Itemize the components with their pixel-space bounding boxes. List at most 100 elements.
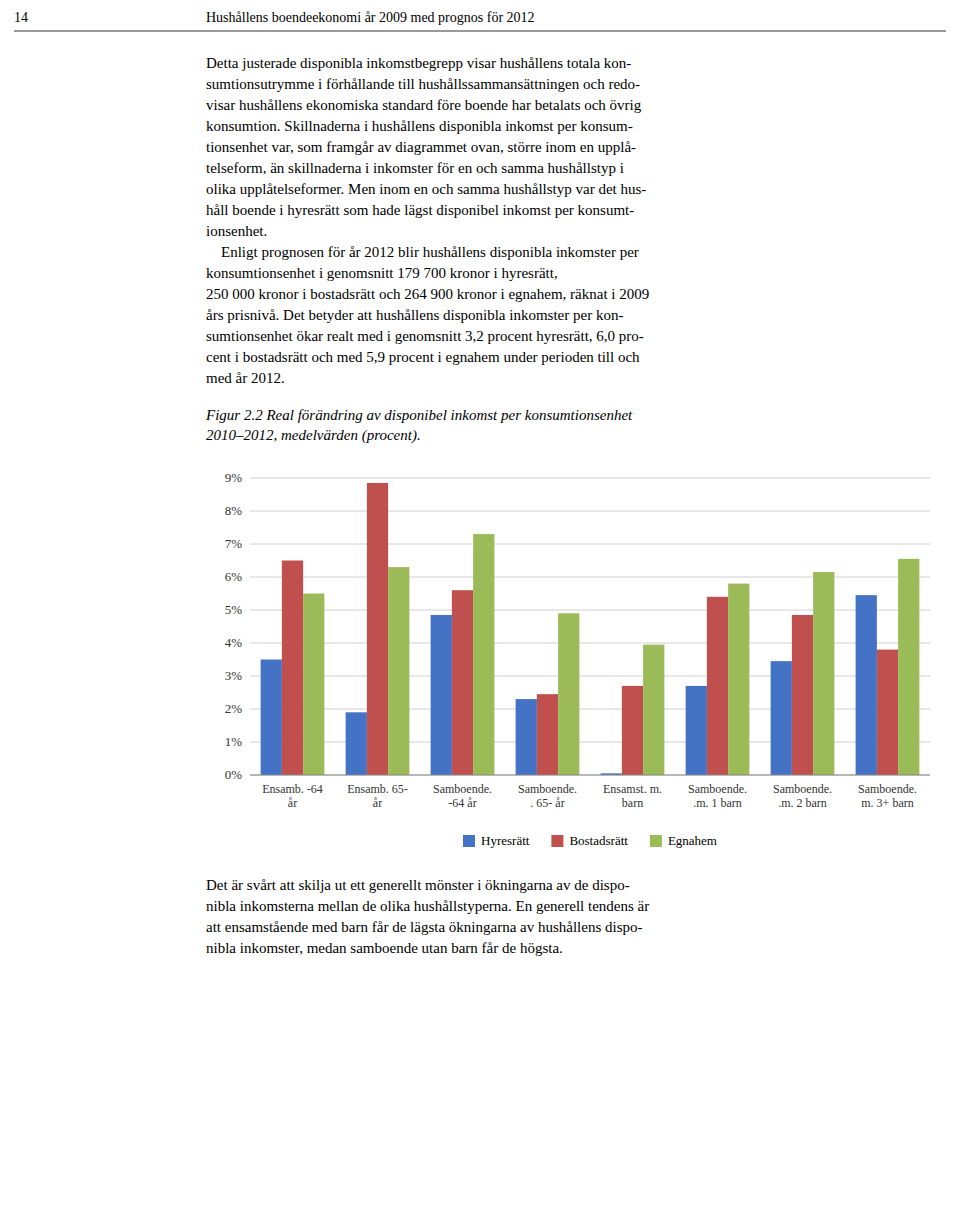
y-tick-label: 3% <box>225 668 243 683</box>
bar <box>452 590 473 775</box>
text-line: Samboende. <box>688 782 747 796</box>
bar <box>346 712 367 775</box>
text-line: års prisnivå. Det betyder att hushållens… <box>206 307 623 323</box>
x-tick-label: Ensamb. 65-år <box>347 782 408 810</box>
legend-item: Egnahem <box>650 833 717 848</box>
y-tick-label: 8% <box>225 503 243 518</box>
text-line: att ensamstående med barn får de lägsta … <box>206 919 643 935</box>
grid-line <box>250 544 930 545</box>
text-line: Samboende. <box>518 782 577 796</box>
bar <box>813 572 834 775</box>
text-line: ionsenhet. <box>206 223 267 239</box>
text-line: sumtionsenhet ökar realt med i genomsnit… <box>206 328 644 344</box>
legend-item: Bostadsrätt <box>551 833 628 848</box>
text-line: Samboende. <box>858 782 917 796</box>
body-text: Detta justerade disponibla inkomstbegrep… <box>206 55 649 386</box>
y-tick-label: 9% <box>225 470 243 485</box>
text-line: håll boende i hyresrätt som hade lägst d… <box>206 202 634 218</box>
bar <box>643 645 664 775</box>
header: Hushållens boendeekonomi år 2009 med pro… <box>206 10 535 25</box>
legend-swatch <box>463 835 475 847</box>
grid-line <box>250 478 930 479</box>
text-line: -64 år <box>448 796 476 810</box>
text-line: .m. 1 barn <box>693 796 742 810</box>
legend-swatch <box>650 835 662 847</box>
bar <box>898 559 919 775</box>
header-rule <box>14 31 946 32</box>
chart: 0%1%2%3%4%5%6%7%8%9%Ensamb. -64årEnsamb.… <box>225 470 930 848</box>
text-line: Detta justerade disponibla inkomstbegrep… <box>206 55 631 71</box>
y-tick-label: 5% <box>225 602 243 617</box>
text-line: Ensamb. -64 <box>262 782 323 796</box>
text-line: konsumtion. Skillnaderna i hushållens di… <box>206 118 633 134</box>
text-line: konsumtionsenhet i genomsnitt 179 700 kr… <box>206 265 558 281</box>
bar <box>856 595 877 775</box>
text-line: Figur 2.2 Real förändring av disponibel … <box>205 407 633 423</box>
bar <box>388 567 409 775</box>
y-tick-label: 2% <box>225 701 243 716</box>
bar <box>367 483 388 775</box>
grid-line <box>250 775 930 776</box>
text-line: barn <box>622 796 643 810</box>
text-line: telseform, än skillnaderna i inkomster f… <box>206 160 624 176</box>
bar <box>261 660 282 776</box>
text-line: Samboende. <box>433 782 492 796</box>
grid <box>250 478 930 775</box>
text-line: . 65- år <box>530 796 564 810</box>
x-tick-label: Samboende..m. 2 barn <box>773 782 832 810</box>
x-tick-label: Samboende..m. 1 barn <box>688 782 747 810</box>
bar <box>707 597 728 775</box>
legend-label: Hyresrätt <box>481 833 530 848</box>
text-line: .m. 2 barn <box>778 796 827 810</box>
bars <box>261 483 920 775</box>
text-line: Enligt prognosen för år 2012 blir hushål… <box>206 244 639 260</box>
x-tick-label: Samboende.m. 3+ barn <box>858 782 917 810</box>
text-line: tionsenhet var, som framgår av diagramme… <box>206 139 636 155</box>
y-tick-label: 7% <box>225 536 243 551</box>
y-tick-label: 4% <box>225 635 243 650</box>
bar <box>282 561 303 776</box>
text-line: visar hushållens ekonomiska standard för… <box>206 97 642 113</box>
text-line: 2010–2012, medelvärden (procent). <box>206 427 421 444</box>
x-tick-label: Samboende.-64 år <box>433 782 492 810</box>
bar <box>622 686 643 775</box>
bar <box>771 661 792 775</box>
bar <box>558 613 579 775</box>
bar <box>473 534 494 775</box>
bar <box>728 584 749 775</box>
bar <box>792 615 813 775</box>
text-line: Det är svårt att skilja ut ett generellt… <box>206 877 630 893</box>
text-line: m. 3+ barn <box>861 796 913 810</box>
page: 14 Hushållens boendeekonomi år 2009 med p… <box>0 0 960 1221</box>
text-line: olika upplåtelseformer. Men inom en och … <box>206 181 646 197</box>
bar <box>537 694 558 775</box>
text-line: nibla inkomster, medan samboende utan ba… <box>206 940 563 956</box>
bar <box>877 650 898 775</box>
bar <box>686 686 707 775</box>
legend-label: Egnahem <box>668 833 717 848</box>
x-tick-label: Ensamb. -64år <box>262 782 323 810</box>
text-line: sumtionsutrymme i förhållande till hushå… <box>206 76 640 92</box>
text-line: Ensamb. 65- <box>347 782 408 796</box>
legend: Hyresrätt Bostadsrätt Egnahem <box>463 833 717 848</box>
text-line: Ensamst. m. <box>603 782 662 796</box>
text-line: nibla inkomsterna mellan de olika hushål… <box>206 898 649 914</box>
text-line: cent i bostadsrätt och med 5,9 procent i… <box>206 349 640 365</box>
bar <box>431 615 452 775</box>
x-tick-label: Ensamst. m.barn <box>603 782 662 810</box>
x-axis-line <box>250 775 930 776</box>
x-tick-label: Samboende.. 65- år <box>518 782 577 810</box>
text-line: med år 2012. <box>206 370 285 386</box>
body-text: Det är svårt att skilja ut ett generellt… <box>206 877 649 956</box>
text-line: år <box>288 796 297 810</box>
legend-label: Bostadsrätt <box>569 833 628 848</box>
y-tick-label: 0% <box>225 767 243 782</box>
text-line: år <box>373 796 382 810</box>
y-tick-label: 1% <box>225 734 243 749</box>
page-number: 14 <box>14 10 28 25</box>
y-tick-label: 6% <box>225 569 243 584</box>
chart-title: Figur 2.2 Real förändring av disponibel … <box>205 407 633 444</box>
legend-item: Hyresrätt <box>463 833 530 848</box>
grid-line <box>250 511 930 512</box>
bar <box>516 699 537 775</box>
